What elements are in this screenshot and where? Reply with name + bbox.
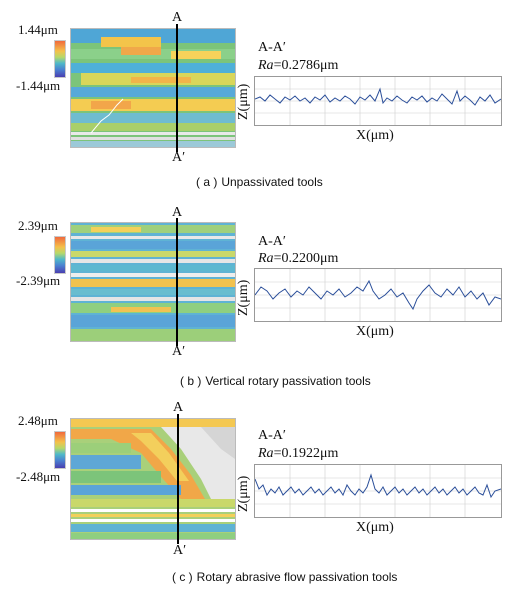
profile-line [254,279,502,311]
color-scale-bar [54,40,66,78]
profile-plot-svg [254,77,502,125]
height-map [70,418,236,540]
roughness-value: Ra=0.2200μm [258,251,338,267]
height-map-image [71,223,235,341]
roughness-value: Ra=0.2786μm [258,58,338,74]
caption: ( c ) Rotary abrasive flow passivation t… [172,568,397,586]
scale-min-label: -2.39μm [16,273,61,288]
y-axis-label: Z(μm) [236,279,251,316]
ra-symbol: Ra [258,251,274,266]
profile-plot [254,464,502,518]
x-axis-label: X(μm) [356,128,394,143]
caption: ( b ) Vertical rotary passivation tools [180,372,371,390]
ra-number: =0.2786μm [273,58,339,73]
x-axis-label: X(μm) [356,520,394,535]
caption-tag: ( a ) [196,175,218,189]
ra-symbol: Ra [258,58,274,73]
ra-symbol: Ra [258,446,274,461]
section-label-a-prime: A′ [172,150,186,165]
section-label-a: A [173,400,184,415]
profile-plot-svg [254,269,502,321]
profile-title: A-A′ [258,40,286,55]
profile-line [254,87,502,106]
height-map [70,222,236,342]
profile-title: A-A′ [258,428,286,443]
profile-plot [254,268,502,322]
y-axis-label: Z(μm) [236,475,251,512]
caption-text: Unpassivated tools [221,175,323,189]
caption-text: Rotary abrasive flow passivation tools [196,570,398,584]
section-line [176,24,178,152]
section-label-a-prime: A′ [172,344,186,359]
scale-max-label: 1.44μm [18,22,58,37]
x-axis-label: X(μm) [356,324,394,339]
profile-plot-svg [254,465,502,517]
height-map-image [71,419,235,539]
color-scale-bar [54,431,66,469]
caption-text: Vertical rotary passivation tools [205,374,371,388]
color-scale-bar [54,236,66,274]
height-map-image [71,29,235,147]
y-axis-label: Z(μm) [236,83,251,120]
section-label-a-prime: A′ [173,543,187,558]
section-label-a: A [172,10,183,25]
ra-number: =0.2200μm [273,251,339,266]
caption-tag: ( c ) [172,570,193,584]
scale-min-label: -2.48μm [16,469,61,484]
height-map [70,28,236,148]
ra-number: =0.1922μm [273,446,339,461]
section-line [176,218,178,346]
scale-max-label: 2.39μm [18,218,58,233]
section-line [177,414,179,544]
caption-tag: ( b ) [180,374,202,388]
profile-line [254,473,502,499]
roughness-value: Ra=0.1922μm [258,446,338,462]
scale-max-label: 2.48μm [18,413,58,428]
profile-title: A-A′ [258,234,286,249]
caption: ( a ) Unpassivated tools [196,173,323,191]
section-label-a: A [172,205,183,220]
profile-plot [254,76,502,126]
scale-min-label: -1.44μm [16,78,61,93]
